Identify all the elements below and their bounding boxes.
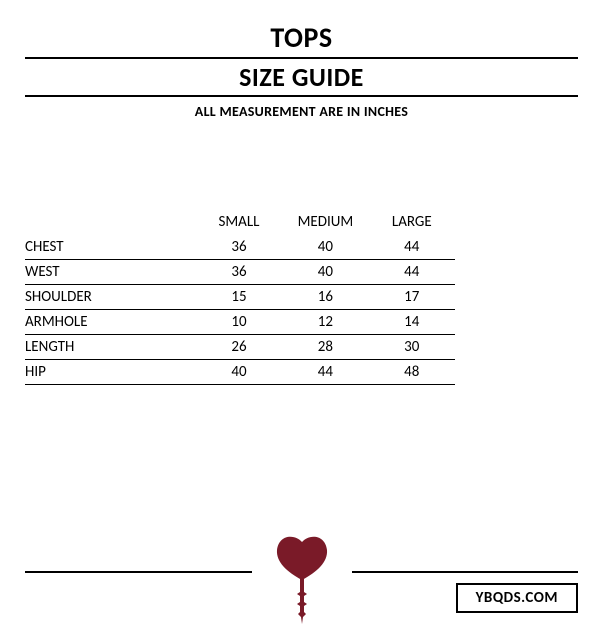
row-label: LENGTH [25, 335, 196, 360]
row-value: 44 [282, 360, 368, 385]
page-subtitle: SIZE GUIDE [25, 57, 578, 97]
row-value: 17 [369, 285, 455, 310]
row-value: 36 [196, 235, 282, 260]
table-row: ARMHOLE 10 12 14 [25, 310, 455, 335]
row-label: SHOULDER [25, 285, 196, 310]
row-value: 26 [196, 335, 282, 360]
size-table-container: SMALL MEDIUM LARGE CHEST 36 40 44 WEST 3… [25, 210, 578, 385]
table-header-small: SMALL [196, 210, 282, 235]
row-label: ARMHOLE [25, 310, 196, 335]
heart-ornament-icon [267, 532, 337, 627]
table-header-large: LARGE [369, 210, 455, 235]
website-box: YBQDS.COM [456, 583, 578, 613]
row-value: 12 [282, 310, 368, 335]
row-label: CHEST [25, 235, 196, 260]
row-value: 15 [196, 285, 282, 310]
row-value: 10 [196, 310, 282, 335]
page-title: TOPS [25, 20, 578, 55]
row-label: WEST [25, 260, 196, 285]
table-header-medium: MEDIUM [282, 210, 368, 235]
table-row: LENGTH 26 28 30 [25, 335, 455, 360]
divider-left [25, 571, 252, 573]
table-row: WEST 36 40 44 [25, 260, 455, 285]
measurement-note: ALL MEASUREMENT ARE IN INCHES [25, 103, 578, 120]
row-value: 14 [369, 310, 455, 335]
table-header-blank [25, 210, 196, 235]
row-label: HIP [25, 360, 196, 385]
row-value: 40 [282, 235, 368, 260]
size-table: SMALL MEDIUM LARGE CHEST 36 40 44 WEST 3… [25, 210, 455, 385]
divider-right [352, 571, 579, 573]
row-value: 48 [369, 360, 455, 385]
footer [25, 571, 578, 573]
row-value: 30 [369, 335, 455, 360]
table-header-row: SMALL MEDIUM LARGE [25, 210, 455, 235]
table-row: HIP 40 44 48 [25, 360, 455, 385]
row-value: 44 [369, 260, 455, 285]
header: TOPS SIZE GUIDE ALL MEASUREMENT ARE IN I… [25, 20, 578, 120]
row-value: 16 [282, 285, 368, 310]
row-value: 36 [196, 260, 282, 285]
table-row: CHEST 36 40 44 [25, 235, 455, 260]
row-value: 40 [196, 360, 282, 385]
table-row: SHOULDER 15 16 17 [25, 285, 455, 310]
row-value: 44 [369, 235, 455, 260]
footer-divider [25, 571, 578, 573]
row-value: 28 [282, 335, 368, 360]
row-value: 40 [282, 260, 368, 285]
